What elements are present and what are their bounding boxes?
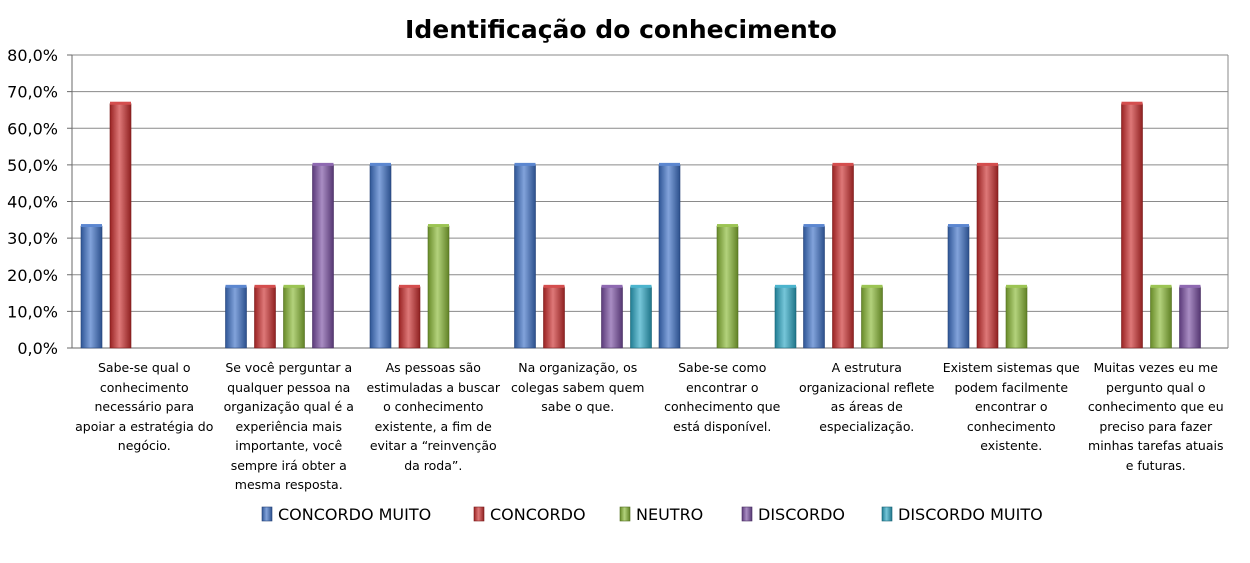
- bar: [312, 162, 334, 349]
- bar: [283, 284, 305, 349]
- x-tick-label: As pessoas são estimuladas a buscar o co…: [366, 360, 501, 473]
- bar: [976, 162, 999, 349]
- bar: [514, 162, 536, 349]
- bar: [861, 284, 883, 349]
- y-tick-label: 40,0%: [7, 193, 58, 212]
- legend-swatch: [741, 506, 753, 522]
- bar: [1150, 284, 1172, 349]
- bar: [1179, 284, 1201, 349]
- bar: [254, 284, 276, 349]
- bar: [947, 224, 970, 349]
- legend-item: CONCORDO MUITO: [261, 505, 431, 524]
- legend-label: DISCORDO MUITO: [898, 505, 1043, 524]
- legend-label: CONCORDO MUITO: [278, 505, 431, 524]
- legend-label: CONCORDO: [490, 505, 586, 524]
- legend-label: NEUTRO: [636, 505, 703, 524]
- x-tick-label: Muitas vezes eu me pergunto qual o conhe…: [1087, 360, 1224, 473]
- bar: [543, 284, 565, 349]
- bar: [1121, 101, 1143, 349]
- bar: [1005, 284, 1028, 349]
- bar: [832, 162, 854, 349]
- x-tick-label: Se você perguntar a qualquer pessoa na o…: [223, 360, 354, 492]
- bar: [398, 284, 421, 349]
- y-tick-label: 10,0%: [7, 302, 58, 321]
- bar: [716, 224, 739, 349]
- chart-title: Identificação do conhecimento: [405, 15, 837, 44]
- legend: CONCORDO MUITO CONCORDO NEUTRO DISCORDO DISC…: [261, 505, 1043, 524]
- y-tick-label: 70,0%: [7, 83, 58, 102]
- x-tick-label: Existem sistemas que podem facilmente en…: [942, 360, 1080, 453]
- x-tick-label: Na organização, os colegas sabem quem sa…: [511, 360, 645, 414]
- legend-swatch: [619, 506, 631, 522]
- y-tick-label: 0,0%: [17, 339, 58, 358]
- legend-item: CONCORDO: [473, 505, 586, 524]
- legend-swatch: [881, 506, 893, 522]
- bar: [369, 162, 392, 349]
- x-tick-label: A estrutura organizacional reflete as ár…: [798, 360, 935, 434]
- y-tick-label: 30,0%: [7, 229, 58, 248]
- x-tick-label: Sabe-se qual o conhecimento necessário p…: [75, 360, 214, 453]
- bar: [630, 284, 652, 349]
- bar: [225, 284, 247, 349]
- bar: [80, 224, 103, 349]
- bar: [774, 284, 797, 349]
- y-tick-label: 60,0%: [7, 119, 58, 138]
- bar: [803, 224, 825, 349]
- bar: [601, 284, 623, 349]
- bar: [427, 224, 450, 349]
- legend-label: DISCORDO: [758, 505, 845, 524]
- bar: [109, 101, 132, 349]
- legend-swatch: [473, 506, 485, 522]
- y-tick-label: 80,0%: [7, 46, 58, 65]
- legend-item: DISCORDO MUITO: [881, 505, 1043, 524]
- y-tick-label: 50,0%: [7, 156, 58, 175]
- legend-item: DISCORDO: [741, 505, 845, 524]
- legend-swatch: [261, 506, 273, 522]
- x-tick-label: Sabe-se como encontrar o conhecimento qu…: [664, 360, 781, 434]
- y-axis: 0,0% 10,0% 20,0% 30,0% 40,0% 50,0% 60,0% 70,0% 8…: [7, 46, 1229, 358]
- legend-item: NEUTRO: [619, 505, 703, 524]
- bars: [80, 101, 1201, 349]
- bar: [658, 162, 681, 349]
- y-tick-label: 20,0%: [7, 266, 58, 285]
